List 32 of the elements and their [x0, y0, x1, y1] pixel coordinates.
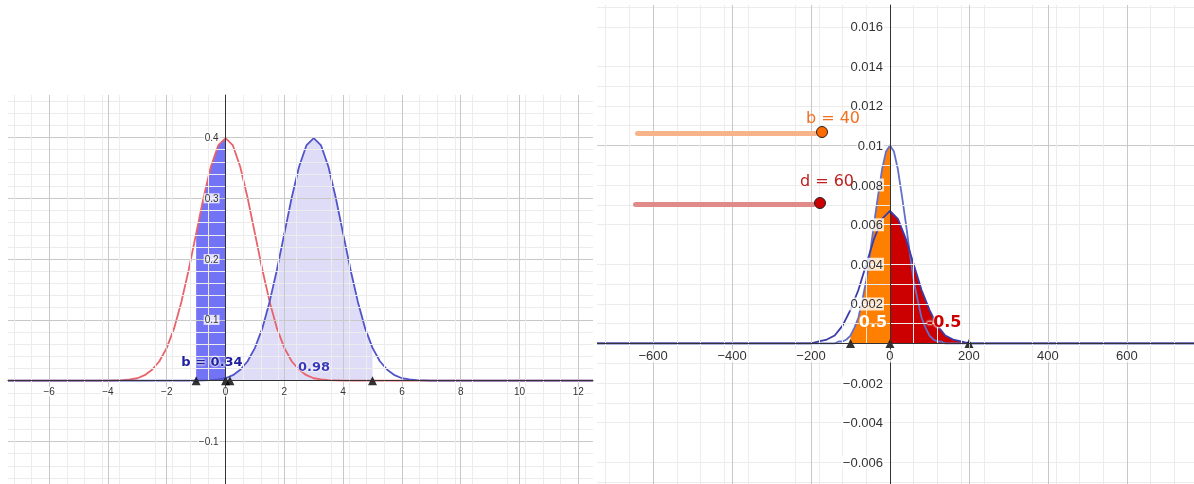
x-tick-label: −4 [102, 386, 115, 398]
x-tick-label: −200 [796, 348, 826, 364]
x-tick-label: 0 [886, 348, 894, 364]
x-tick-label: −2 [161, 386, 173, 398]
x-tick-label: −6 [43, 386, 56, 398]
x-tick-label: 10 [513, 386, 526, 398]
x-tick-label: 400 [1037, 348, 1059, 364]
x-tick-label: −600 [638, 348, 668, 364]
y-tick-label: 0.002 [850, 296, 883, 312]
y-tick-label: 0.3 [204, 192, 219, 204]
y-tick-label: −0.004 [842, 415, 883, 431]
y-tick-label: 0.01 [857, 138, 883, 154]
y-tick-label: 0.016 [850, 19, 883, 35]
y-tick-label: 0.006 [850, 217, 883, 233]
y-tick-label: −0.002 [842, 375, 883, 391]
x-tick-label: 6 [399, 386, 406, 398]
x-tick-label: 4 [340, 386, 347, 398]
x-tick-label: −400 [717, 348, 747, 364]
annotation: -0.5 [926, 311, 962, 331]
y-tick-label: −0.006 [842, 454, 883, 470]
y-tick-label: −0.1 [198, 435, 219, 447]
y-tick-label: 0.1 [204, 314, 219, 326]
x-tick-label: 8 [457, 386, 464, 398]
x-tick-label: 2 [281, 386, 288, 398]
x-tick-label: 0 [222, 386, 229, 398]
x-tick-label: 200 [958, 348, 980, 364]
annotation: 0.98 [297, 358, 331, 374]
y-tick-label: 0.014 [850, 58, 883, 74]
x-tick-label: 12 [572, 386, 585, 398]
y-tick-label: 0.4 [204, 132, 219, 144]
y-tick-label: 0.2 [204, 253, 219, 265]
x-tick-label: 600 [1116, 348, 1138, 364]
